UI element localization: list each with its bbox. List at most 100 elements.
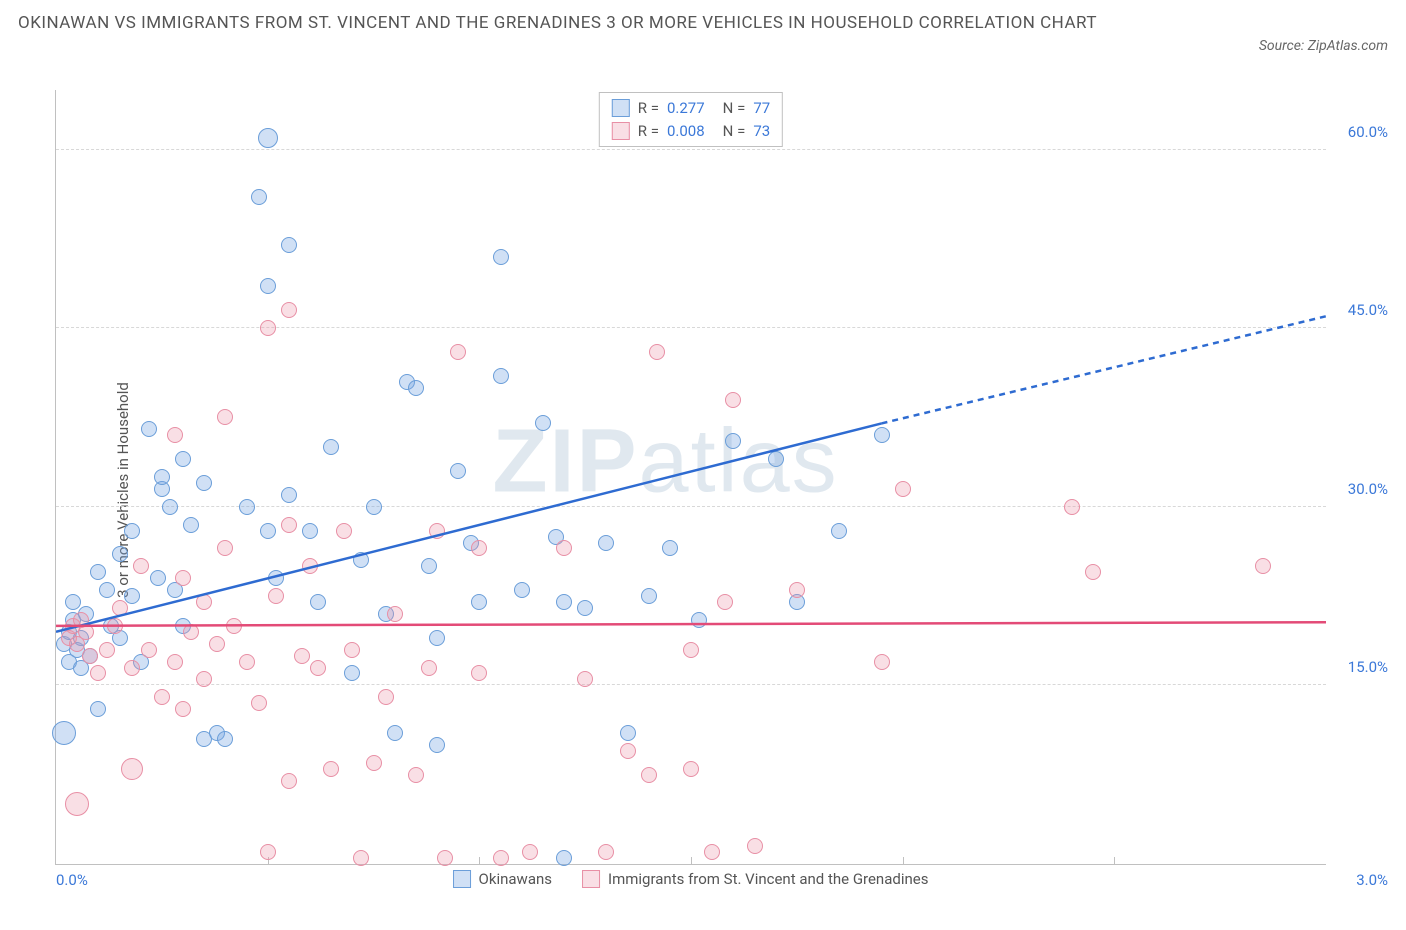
legend-label: Immigrants from St. Vincent and the Gren… (608, 870, 928, 888)
data-point (99, 582, 115, 598)
series-legend: Okinawans Immigrants from St. Vincent an… (453, 870, 929, 888)
data-point (294, 648, 310, 664)
data-point (162, 499, 178, 515)
data-point (641, 588, 657, 604)
data-point (78, 624, 94, 640)
data-point (112, 546, 128, 562)
data-point (429, 630, 445, 646)
data-point (281, 237, 297, 253)
x-tick (691, 857, 692, 865)
legend-r-value: 0.277 (667, 97, 705, 120)
x-tick (1114, 857, 1115, 865)
data-point (52, 721, 76, 745)
data-point (239, 499, 255, 515)
data-point (260, 844, 276, 860)
data-point (183, 517, 199, 533)
source-attribution: Source: ZipAtlas.com (1259, 38, 1388, 54)
data-point (258, 128, 278, 148)
data-point (323, 761, 339, 777)
data-point (344, 642, 360, 658)
data-point (725, 433, 741, 449)
data-point (1085, 564, 1101, 580)
data-point (260, 278, 276, 294)
data-point (121, 758, 143, 780)
data-point (378, 689, 394, 705)
data-point (598, 844, 614, 860)
x-tick (479, 857, 480, 865)
legend-row: R = 0.008 N = 73 (612, 120, 770, 143)
data-point (90, 564, 106, 580)
data-point (281, 487, 297, 503)
legend-r-value: 0.008 (667, 120, 705, 143)
data-point (65, 594, 81, 610)
data-point (141, 642, 157, 658)
data-point (310, 660, 326, 676)
data-point (717, 594, 733, 610)
data-point (260, 523, 276, 539)
data-point (175, 701, 191, 717)
data-point (493, 850, 509, 866)
data-point (281, 517, 297, 533)
data-point (366, 499, 382, 515)
data-point (226, 618, 242, 634)
data-point (450, 463, 466, 479)
data-point (522, 844, 538, 860)
data-point (141, 421, 157, 437)
data-point (268, 570, 284, 586)
data-point (387, 606, 403, 622)
data-point (133, 558, 149, 574)
data-point (768, 451, 784, 467)
y-tick-label: 30.0% (1333, 480, 1388, 498)
data-point (662, 540, 678, 556)
scatter-plot: ZIPatlas R = 0.277 N = 77 R = 0.008 N = … (55, 90, 1326, 865)
y-tick-label: 45.0% (1333, 301, 1388, 319)
data-point (323, 439, 339, 455)
x-tick (903, 857, 904, 865)
data-point (183, 624, 199, 640)
data-point (683, 761, 699, 777)
data-point (620, 725, 636, 741)
data-point (450, 344, 466, 360)
data-point (874, 427, 890, 443)
data-point (251, 695, 267, 711)
data-point (556, 540, 572, 556)
data-point (217, 731, 233, 747)
data-point (154, 469, 170, 485)
data-point (353, 552, 369, 568)
data-point (437, 850, 453, 866)
data-point (217, 409, 233, 425)
legend-label: Okinawans (479, 870, 552, 888)
data-point (408, 380, 424, 396)
data-point (353, 850, 369, 866)
legend-swatch (582, 870, 600, 888)
data-point (1255, 558, 1271, 574)
data-point (691, 612, 707, 628)
data-point (556, 850, 572, 866)
data-point (196, 594, 212, 610)
legend-item: Okinawans (453, 870, 552, 888)
data-point (471, 594, 487, 610)
data-point (387, 725, 403, 741)
data-point (196, 475, 212, 491)
data-point (209, 636, 225, 652)
data-point (124, 588, 140, 604)
data-point (302, 558, 318, 574)
data-point (150, 570, 166, 586)
data-point (874, 654, 890, 670)
data-point (493, 249, 509, 265)
data-point (82, 648, 98, 664)
data-point (175, 451, 191, 467)
legend-n-label: N = (723, 97, 746, 120)
data-point (429, 523, 445, 539)
legend-n-value: 73 (753, 120, 770, 143)
data-point (99, 642, 115, 658)
gridline (56, 684, 1326, 685)
legend-swatch (612, 99, 630, 117)
data-point (831, 523, 847, 539)
gridline (56, 149, 1326, 150)
data-point (196, 671, 212, 687)
data-point (577, 600, 593, 616)
data-point (366, 755, 382, 771)
x-tick-label: 0.0% (56, 871, 88, 889)
data-point (251, 189, 267, 205)
